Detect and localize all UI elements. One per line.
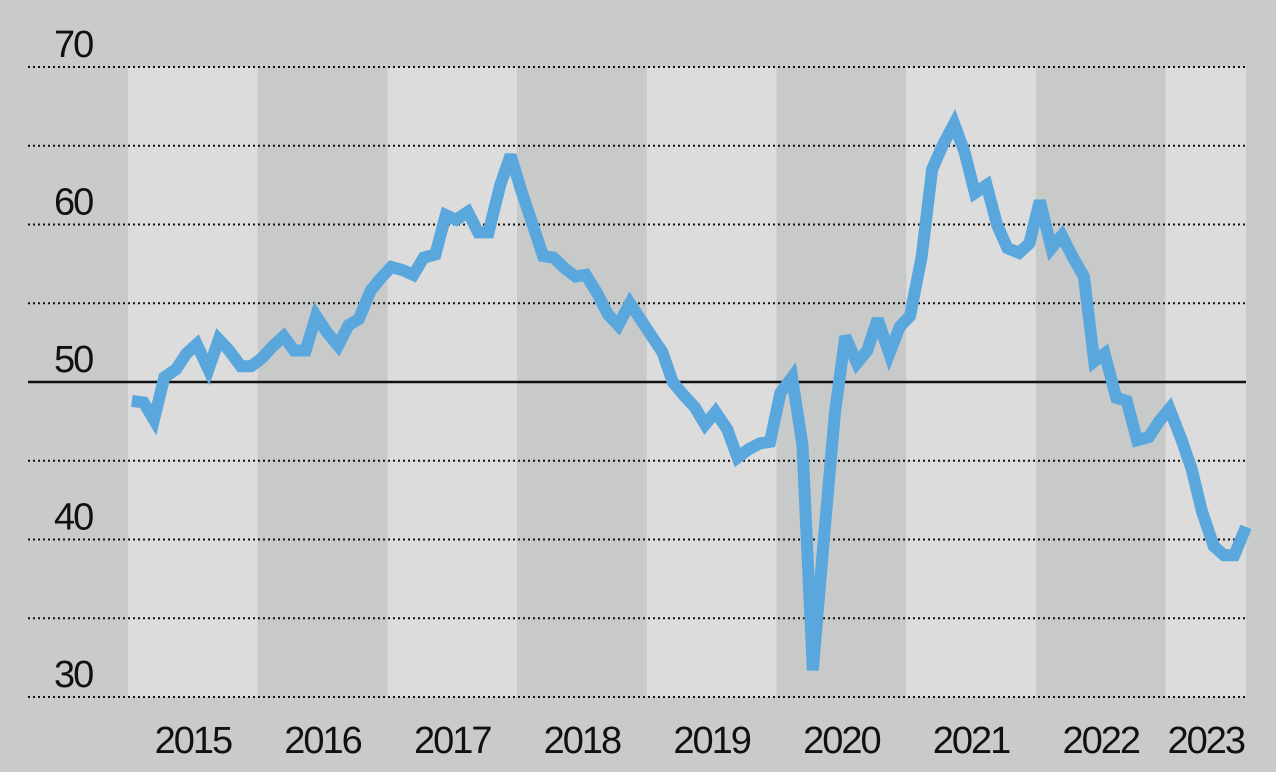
y-tick-label: 50 [54, 339, 93, 381]
y-tick-label: 60 [54, 182, 93, 224]
y-tick-label: 40 [54, 497, 93, 539]
x-tick-label: 2020 [803, 720, 880, 762]
x-tick-label: 2016 [284, 720, 361, 762]
x-tick-label: 2019 [673, 720, 750, 762]
y-tick-label: 30 [54, 654, 93, 696]
x-tick-label: 2018 [544, 720, 621, 762]
x-tick-label: 2017 [414, 720, 491, 762]
data-line [131, 108, 1252, 671]
x-tick-label: 2021 [933, 720, 1010, 762]
y-tick-label: 70 [54, 24, 93, 66]
x-tick-label: 2022 [1062, 720, 1139, 762]
x-tick-label: 2023 [1168, 720, 1245, 762]
x-tick-label: 2015 [155, 720, 232, 762]
